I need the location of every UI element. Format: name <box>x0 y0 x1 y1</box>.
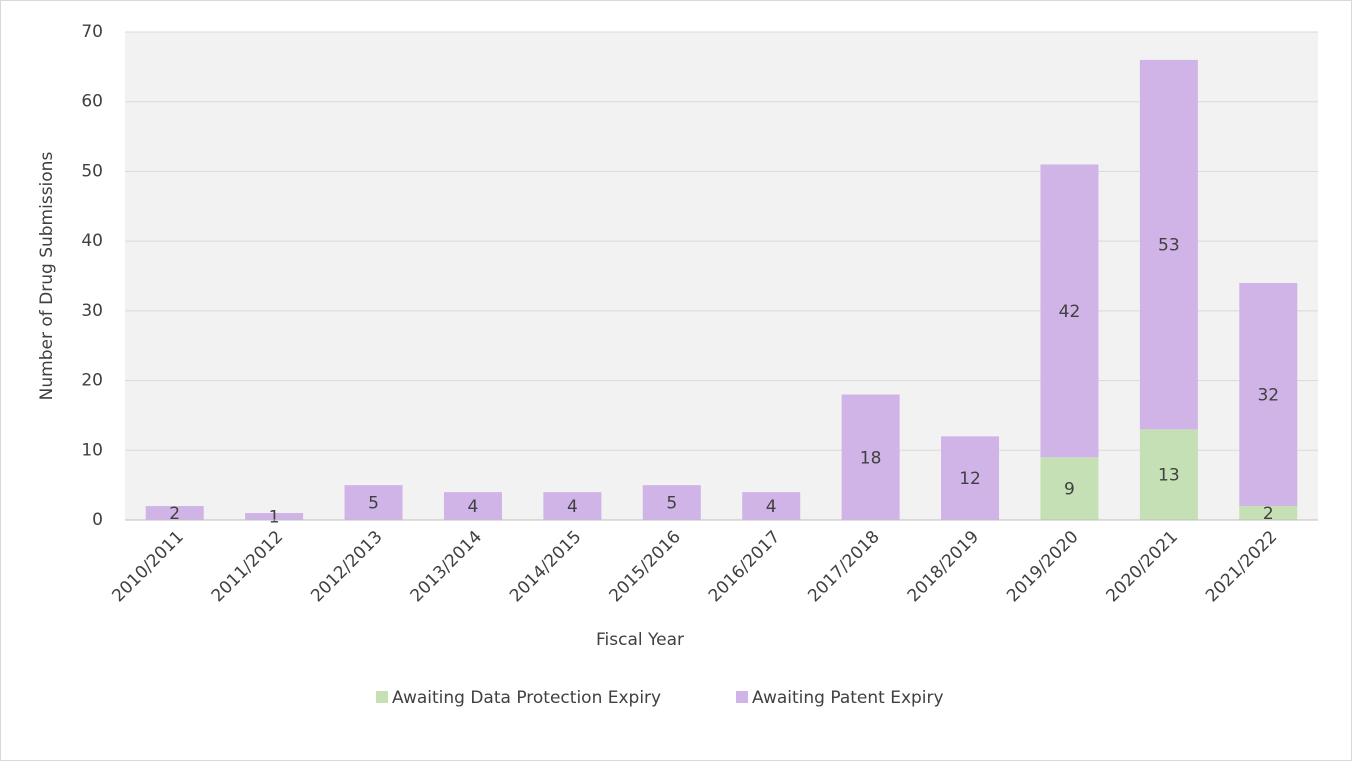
y-tick-label: 60 <box>81 92 103 112</box>
bar-segment <box>344 485 403 520</box>
bar-segment <box>145 506 204 520</box>
y-tick-label: 20 <box>81 371 103 391</box>
data-label: 4 <box>468 497 479 517</box>
data-label: 2 <box>169 504 180 524</box>
bar-segment <box>941 436 1000 520</box>
bar-segment <box>1139 429 1198 520</box>
data-label: 18 <box>860 448 882 468</box>
y-tick-label: 30 <box>81 301 103 321</box>
data-label: 4 <box>766 497 777 517</box>
data-label: 12 <box>959 469 981 489</box>
legend-swatch <box>736 691 748 703</box>
bar-segment <box>742 492 801 520</box>
data-label: 13 <box>1158 466 1180 486</box>
y-tick-label: 40 <box>81 231 103 251</box>
data-label: 2 <box>1263 504 1274 524</box>
bar-segment <box>1040 164 1099 458</box>
bar-segment <box>1239 282 1298 507</box>
plot-area <box>125 32 1318 520</box>
legend-swatch <box>376 691 388 703</box>
data-label: 9 <box>1064 480 1075 500</box>
y-tick-label: 50 <box>81 161 103 181</box>
data-label: 5 <box>368 494 379 514</box>
bar-segment <box>443 492 502 520</box>
data-label: 32 <box>1257 386 1279 406</box>
bar-segment <box>245 513 304 520</box>
bar-segment <box>543 492 602 520</box>
y-tick-label: 0 <box>92 510 103 530</box>
bar-segment <box>841 394 900 520</box>
x-axis-title: Fiscal Year <box>596 630 684 650</box>
y-tick-label: 70 <box>81 22 103 42</box>
bar-segment <box>1040 457 1099 520</box>
legend-label: Awaiting Data Protection Expiry <box>392 688 661 708</box>
data-label: 42 <box>1059 302 1081 322</box>
data-label: 1 <box>269 508 280 528</box>
bar-segment <box>1139 59 1198 430</box>
bar-segment <box>642 485 701 520</box>
legend-label: Awaiting Patent Expiry <box>752 688 944 708</box>
data-label: 4 <box>567 497 578 517</box>
data-label: 5 <box>666 494 677 514</box>
y-tick-label: 10 <box>81 440 103 460</box>
bar-segment <box>1239 506 1298 520</box>
y-axis-title: Number of Drug Submissions <box>37 152 57 401</box>
data-label: 53 <box>1158 236 1180 256</box>
